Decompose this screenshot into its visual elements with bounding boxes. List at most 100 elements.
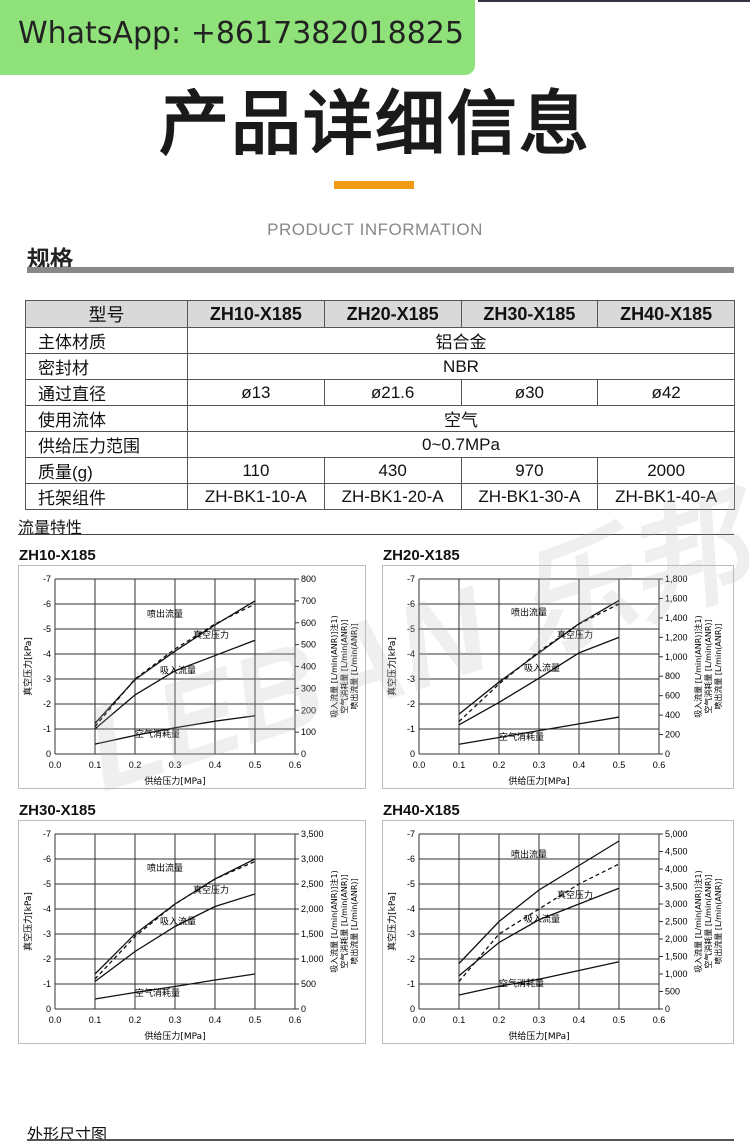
title-accent-bar — [334, 181, 414, 189]
x-tick-label: 0.6 — [289, 1015, 302, 1025]
x-tick-label: 0.3 — [533, 1015, 546, 1025]
x-tick-label: 0.2 — [493, 1015, 506, 1025]
y-left-tick-label: -5 — [407, 624, 415, 634]
x-tick-label: 0.0 — [413, 760, 426, 770]
x-tick-label: 0.4 — [209, 1015, 222, 1025]
series-line — [458, 887, 620, 977]
y-right-tick-label: 0 — [665, 749, 670, 759]
y-right-tick-label: 1,000 — [665, 969, 688, 979]
y-right-tick-label: 600 — [301, 618, 316, 628]
y-right-axis-label: 吸入流量 [L/min(ANR)]注1) — [329, 615, 339, 718]
y-right-tick-label: 400 — [665, 710, 680, 720]
y-left-tick-label: -5 — [407, 879, 415, 889]
table-row: 供给压力范围 0~0.7MPa — [25, 431, 735, 458]
y-left-tick-label: -5 — [43, 624, 51, 634]
y-right-axis-label: 喷出流量 [L/min(ANR)] — [349, 878, 359, 964]
row-label: 供给压力范围 — [25, 431, 188, 458]
y-left-tick-label: -7 — [407, 574, 415, 584]
series-line — [94, 860, 256, 980]
table-cell: ø42 — [597, 379, 735, 406]
y-left-tick-label: -1 — [407, 979, 415, 989]
whatsapp-contact-banner[interactable]: WhatsApp: +8617382018825 — [0, 0, 475, 75]
top-divider — [478, 0, 750, 2]
row-label: 使用流体 — [25, 405, 188, 432]
series-label: 喷出流量 — [511, 607, 547, 619]
series-line — [94, 973, 256, 1000]
y-left-tick-label: 0 — [46, 1004, 51, 1014]
y-right-axis-label: 空气消耗量 [L/min(ANR)] — [703, 619, 713, 713]
y-right-tick-label: 5,000 — [665, 829, 688, 839]
y-left-tick-label: -2 — [43, 699, 51, 709]
y-left-tick-label: -7 — [43, 574, 51, 584]
y-left-tick-label: -2 — [407, 699, 415, 709]
y-right-axis-label: 喷出流量 [L/min(ANR)] — [713, 623, 723, 709]
y-right-tick-label: 500 — [301, 640, 316, 650]
y-left-tick-label: -1 — [43, 724, 51, 734]
x-tick-label: 0.4 — [573, 1015, 586, 1025]
chart-title-zh30: ZH30-X185 — [19, 802, 96, 819]
series-line — [94, 639, 256, 730]
row-label: 托架组件 — [25, 483, 188, 510]
y-left-tick-label: -7 — [43, 829, 51, 839]
series-line — [94, 600, 256, 724]
y-right-tick-label: 1,500 — [301, 929, 324, 939]
x-tick-label: 0.5 — [613, 760, 626, 770]
table-cell: 2000 — [597, 457, 735, 484]
x-tick-label: 0.3 — [169, 760, 182, 770]
y-right-tick-label: 3,000 — [301, 854, 324, 864]
y-right-tick-label: 3,500 — [301, 829, 324, 839]
y-left-axis-label: 真空压力[kPa] — [22, 637, 34, 696]
table-cell: ø21.6 — [323, 379, 462, 406]
spec-section-divider — [27, 267, 734, 273]
series-line — [458, 840, 620, 964]
flow-chart-zh30: 0.0 0.1 0.2 0.3 0.4 0.5 0.6 -7 -6 -5 -4 -3 -2 -1 0 3,50… — [18, 820, 366, 1044]
y-left-tick-label: -3 — [407, 674, 415, 684]
y-right-axis-label: 喷出流量 [L/min(ANR)] — [713, 878, 723, 964]
x-tick-label: 0.1 — [453, 1015, 466, 1025]
y-left-tick-label: -6 — [43, 599, 51, 609]
x-tick-label: 0.0 — [49, 1015, 62, 1025]
table-row: 托架组件 ZH-BK1-10-A ZH-BK1-20-A ZH-BK1-30-A… — [25, 483, 735, 510]
table-cell: NBR — [187, 353, 735, 380]
x-tick-label: 0.5 — [613, 1015, 626, 1025]
y-right-tick-label: 2,500 — [301, 879, 324, 889]
series-label: 空气消耗量 — [499, 978, 544, 990]
y-right-tick-label: 200 — [665, 730, 680, 740]
x-tick-label: 0.4 — [209, 760, 222, 770]
table-cell: 110 — [187, 457, 325, 484]
y-left-tick-label: -6 — [407, 599, 415, 609]
chart-title-zh10: ZH10-X185 — [19, 547, 96, 564]
row-label: 质量(g) — [25, 457, 188, 484]
y-right-tick-label: 300 — [301, 683, 316, 693]
y-left-tick-label: -4 — [407, 904, 415, 914]
y-right-axis-label: 空气消耗量 [L/min(ANR)] — [703, 874, 713, 968]
series-line — [94, 715, 256, 745]
header-zh30: ZH30-X185 — [460, 300, 599, 328]
series-label: 真空压力 — [193, 884, 229, 896]
series-label: 空气消耗量 — [499, 731, 544, 743]
x-tick-label: 0.2 — [493, 760, 506, 770]
table-cell: 430 — [323, 457, 462, 484]
table-row: 质量(g) 110 430 970 2000 — [25, 457, 735, 484]
y-left-tick-label: -6 — [407, 854, 415, 864]
row-label: 通过直径 — [25, 379, 188, 406]
series-label: 喷出流量 — [147, 862, 183, 874]
table-row: 主体材质 铝合金 — [25, 327, 735, 354]
table-cell: 970 — [460, 457, 599, 484]
header-zh10: ZH10-X185 — [187, 300, 325, 328]
y-left-tick-label: 0 — [410, 1004, 415, 1014]
y-left-tick-label: -3 — [43, 929, 51, 939]
series-label: 喷出流量 — [511, 849, 547, 861]
y-right-axis-label: 吸入流量 [L/min(ANR)]注1) — [329, 870, 339, 973]
y-left-tick-label: -4 — [43, 904, 51, 914]
chart-title-zh40: ZH40-X185 — [383, 802, 460, 819]
y-right-tick-label: 200 — [301, 705, 316, 715]
y-right-tick-label: 400 — [301, 662, 316, 672]
whatsapp-label: WhatsApp: +8617382018825 — [18, 16, 464, 51]
x-tick-label: 0.0 — [49, 760, 62, 770]
series-label: 吸入流量 — [524, 662, 560, 674]
y-left-tick-label: -3 — [407, 929, 415, 939]
table-cell: ZH-BK1-20-A — [323, 483, 462, 510]
series-line — [94, 893, 256, 983]
table-cell: 0~0.7MPa — [187, 431, 735, 458]
